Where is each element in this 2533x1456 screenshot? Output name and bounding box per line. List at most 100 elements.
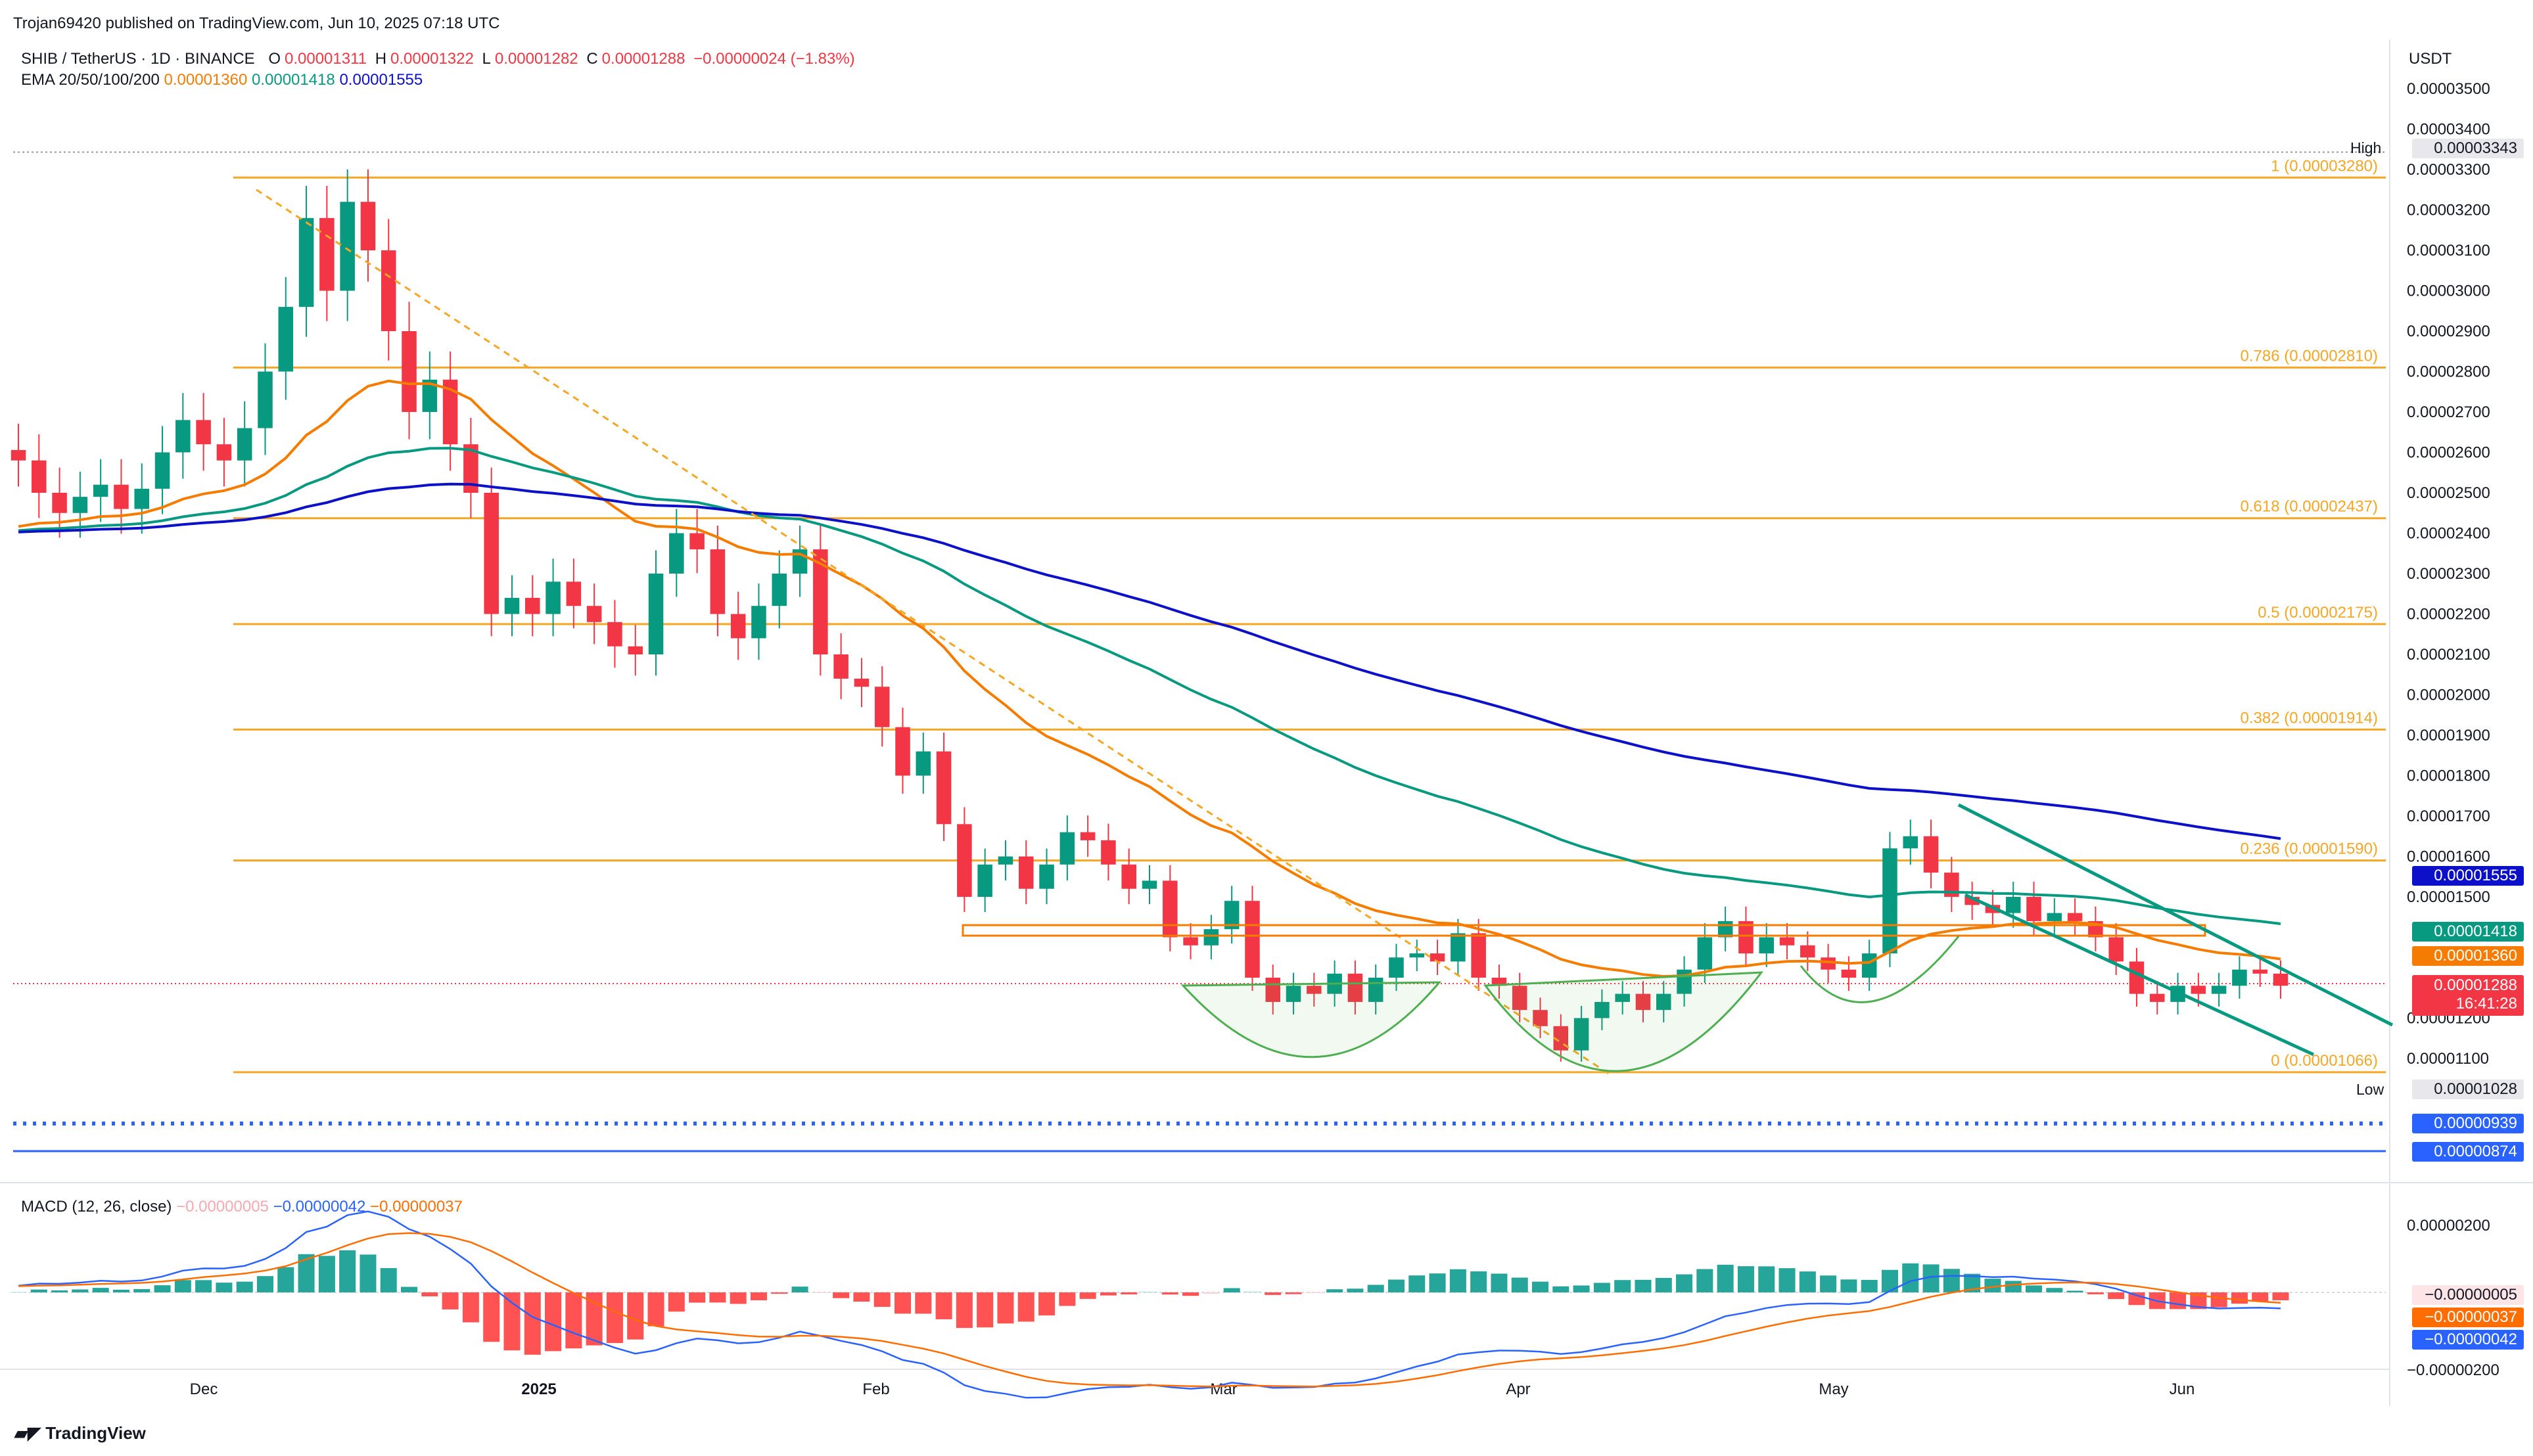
candle-body — [586, 606, 602, 622]
candle-body — [1018, 856, 1034, 889]
candle-body — [2047, 913, 2062, 921]
macd-histogram-bar — [236, 1281, 253, 1292]
macd-histogram-bar — [1614, 1280, 1631, 1292]
candle-body — [669, 533, 684, 574]
cup-right — [1483, 971, 1764, 1072]
fib-level-label: 0.786 (0.00002810) — [2240, 347, 2378, 365]
candle-body — [1697, 937, 1713, 970]
macd-histogram-bar — [1758, 1266, 1775, 1292]
candle-body — [1491, 978, 1507, 986]
candle-body — [196, 420, 211, 445]
candle-body — [52, 493, 67, 513]
macd-histogram-bar — [2066, 1290, 2083, 1292]
candle-body — [2191, 986, 2206, 994]
macd-histogram-bar — [2005, 1281, 2022, 1292]
macd-histogram-bar — [216, 1283, 233, 1292]
macd-histogram-bar — [1367, 1285, 1384, 1292]
candle-body — [1389, 957, 1404, 978]
candle-body — [1183, 937, 1198, 945]
handle-curve — [1800, 936, 1960, 1003]
macd-histogram-bar — [1429, 1273, 1446, 1292]
fib-level-label: 0.236 (0.00001590) — [2240, 840, 2378, 858]
macd-histogram-bar — [360, 1254, 377, 1292]
candle-body — [1779, 937, 1795, 945]
macd-histogram-bar — [2108, 1292, 2125, 1300]
ohlc-values: O 0.00001311 H 0.00001322 L 0.00001282 C 0.0… — [268, 50, 855, 68]
y-tick-label: 0.00002200 — [2407, 606, 2490, 624]
candle-body — [998, 856, 1013, 865]
candle-body — [114, 484, 129, 509]
candle-body — [628, 646, 643, 654]
macd-histogram-bar — [1449, 1269, 1466, 1292]
candle-body — [1594, 1001, 1610, 1018]
macd-histogram-bar — [1470, 1271, 1487, 1292]
y-tick-label: 0.00002400 — [2407, 525, 2490, 543]
macd-histogram-bar — [668, 1292, 685, 1312]
y-tick-label: 0.00002000 — [2407, 687, 2490, 704]
candle-body — [2026, 897, 2041, 921]
macd-histogram-bar — [380, 1268, 397, 1292]
macd-histogram-bar — [627, 1292, 644, 1340]
candle-body — [2067, 913, 2083, 921]
macd-histogram-bar — [1861, 1279, 1878, 1292]
x-tick-label: Jun — [2170, 1380, 2195, 1398]
candle-body — [772, 574, 787, 606]
candle-body — [833, 654, 848, 679]
macd-histogram-bar — [339, 1250, 356, 1292]
candle-body — [1533, 1010, 1548, 1026]
fib-level-label: 1 (0.00003280) — [2271, 157, 2378, 175]
candle-body — [1409, 953, 1425, 958]
macd-histogram-bar — [401, 1286, 418, 1292]
candle-body — [1573, 1018, 1589, 1051]
macd-histogram-bar — [2170, 1292, 2187, 1309]
macd-histogram-bar — [956, 1292, 973, 1329]
y-tick-label: 0.00001800 — [2407, 767, 2490, 785]
candle-body — [134, 488, 150, 509]
candle-body — [32, 460, 47, 493]
macd-histogram-bar — [195, 1280, 212, 1292]
macd-histogram-bar — [277, 1267, 294, 1292]
macd-histogram-bar — [1203, 1292, 1220, 1294]
candle-body — [442, 379, 458, 445]
macd-histogram-bar — [2046, 1288, 2063, 1292]
fib-level-label: 0.382 (0.00001914) — [2240, 709, 2378, 727]
ema-legend[interactable]: EMA 20/50/100/200 0.00001360 0.00001418 … — [21, 71, 423, 89]
y-tick-label: 0.00002500 — [2407, 484, 2490, 502]
macd-histogram-bar — [318, 1256, 335, 1292]
macd-histogram-bar — [2272, 1292, 2289, 1300]
macd-histogram-bar — [812, 1292, 829, 1293]
candle-body — [72, 497, 88, 513]
macd-histogram-bar — [112, 1289, 129, 1292]
macd-histogram-bar — [1387, 1279, 1405, 1292]
symbol-label[interactable]: SHIB / TetherUS · 1D · BINANCE — [21, 50, 255, 68]
candle-body — [298, 217, 314, 307]
candle-body — [546, 581, 561, 614]
candle-body — [1307, 986, 1322, 994]
candle-body — [2232, 969, 2247, 986]
candle-body — [1142, 880, 1157, 889]
candle-body — [1800, 945, 1815, 958]
macd-histogram-bar — [2087, 1292, 2104, 1294]
macd-histogram-bar — [833, 1292, 850, 1298]
macd-legend[interactable]: MACD (12, 26, close) −0.00000005 −0.0000… — [21, 1198, 463, 1216]
publisher-line: Trojan69420 published on TradingView.com… — [13, 14, 500, 32]
candle-body — [216, 444, 232, 461]
macd-histogram-bar — [1902, 1263, 1919, 1292]
candle-body — [916, 751, 931, 776]
y-tick-label: 0.00003200 — [2407, 202, 2490, 219]
x-tick-label: May — [1819, 1380, 1848, 1398]
macd-histogram-bar — [1696, 1269, 1713, 1292]
ema100-line — [18, 482, 2281, 840]
currency-label: USDT — [2409, 50, 2452, 68]
candle-body — [2211, 986, 2227, 994]
high-tag: 0.00003343 — [2412, 139, 2524, 158]
candle-body — [237, 428, 252, 461]
candle-body — [1923, 836, 1939, 873]
candle-body — [1656, 993, 1671, 1011]
macd-histogram-bar — [1408, 1275, 1426, 1292]
high-label: High — [2350, 139, 2382, 156]
y-tick-label: 0.00001100 — [2407, 1050, 2489, 1068]
tradingview-logo[interactable]: ▰◤ TradingView — [14, 1423, 146, 1443]
candle-body — [1882, 848, 1897, 954]
